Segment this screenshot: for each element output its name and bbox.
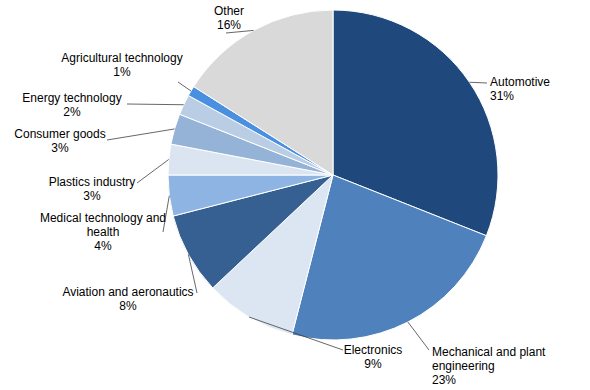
svg-text:Consumer goods3%: Consumer goods3% <box>14 127 105 155</box>
svg-text:Energy technology2%: Energy technology2% <box>22 91 121 119</box>
svg-text:Electronics9%: Electronics9% <box>344 343 403 371</box>
svg-text:Automotive31%: Automotive31% <box>490 75 550 103</box>
svg-text:Agricultural technology1%: Agricultural technology1% <box>61 51 182 79</box>
svg-text:Mechanical and plantengineerin: Mechanical and plantengineering23% <box>432 345 546 387</box>
svg-text:Plastics industry3%: Plastics industry3% <box>49 175 136 203</box>
svg-text:Other16%: Other16% <box>214 4 244 32</box>
svg-text:Medical technology andhealth4%: Medical technology andhealth4% <box>40 211 166 253</box>
svg-text:Aviation and aeronautics8%: Aviation and aeronautics8% <box>62 285 193 313</box>
